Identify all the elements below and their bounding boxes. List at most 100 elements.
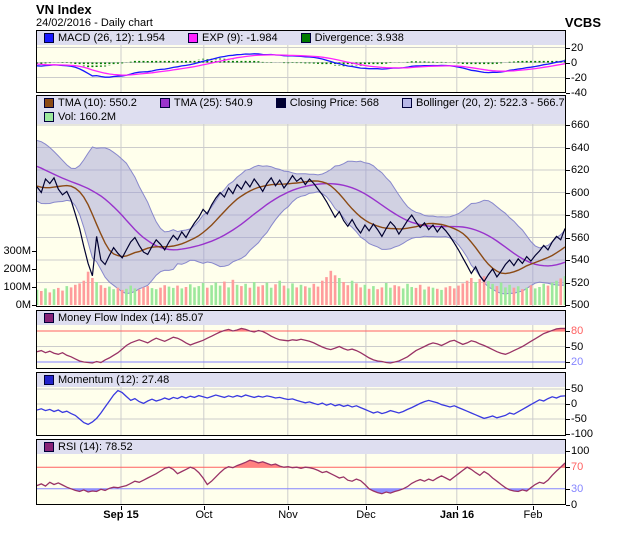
volume-bar	[427, 286, 430, 305]
volume-bar	[235, 284, 239, 305]
legend-swatch	[188, 33, 198, 43]
volume-bar	[521, 289, 524, 305]
axis-tick	[533, 506, 534, 510]
mfi-panel: Money Flow Index (14): 85.07	[36, 310, 566, 369]
x-axis-label: Dec	[356, 509, 376, 521]
volume-bar	[86, 271, 90, 305]
momentum-panel: Momentum (12): 27.48	[36, 372, 566, 436]
volume-bar	[538, 287, 541, 305]
axis-tick	[288, 506, 289, 510]
legend-swatch	[300, 33, 311, 43]
volume-bar	[487, 281, 490, 305]
volume-bar	[516, 286, 520, 305]
legend-swatch	[44, 442, 54, 452]
volume-bar	[125, 288, 128, 305]
axis-tick	[566, 505, 570, 506]
y-axis-label: 540	[571, 254, 590, 266]
volume-bar	[95, 282, 98, 305]
axis-tick	[366, 506, 367, 510]
volume-bar	[499, 282, 503, 305]
y-axis-label: -50	[571, 413, 587, 425]
legend-label: EXP (9): -1.984	[202, 32, 278, 44]
axis-tick	[32, 251, 36, 252]
y-axis-label: 20	[571, 42, 584, 54]
y-axis-label: 660	[571, 119, 590, 131]
axis-tick	[32, 287, 36, 288]
legend-item: Money Flow Index (14): 85.07	[44, 312, 204, 324]
y-axis-label: -20	[571, 72, 587, 84]
volume-bar	[495, 286, 499, 305]
volume-bar	[154, 289, 158, 305]
legend-swatch	[44, 33, 54, 43]
y-axis-label: 580	[571, 209, 590, 221]
volume-bar	[346, 285, 350, 305]
y-axis-label: 500	[571, 299, 590, 311]
volume-bar	[508, 284, 511, 305]
volume-bar	[431, 287, 435, 305]
volume-bar	[142, 287, 145, 305]
volume-bar	[231, 279, 235, 305]
volume-axis-label: 100M	[3, 281, 31, 293]
volume-bar	[406, 283, 409, 305]
volume-bar	[40, 291, 43, 305]
legend-swatch	[402, 98, 413, 108]
y-axis-label: 560	[571, 232, 590, 244]
volume-bar	[112, 289, 115, 305]
axis-tick	[32, 305, 36, 306]
volume-bar	[146, 286, 149, 305]
volume-bar	[372, 286, 375, 305]
volume-bar	[342, 282, 345, 305]
y-axis-label: 30	[571, 483, 584, 495]
volume-bar	[325, 277, 328, 305]
volume-bar	[350, 280, 354, 305]
legend-item: Vol: 160.2M	[44, 111, 116, 123]
volume-bar	[453, 288, 456, 305]
volume-bar	[180, 288, 184, 305]
macd-legend-row: MACD (26, 12): 1.954 EXP (9): -1.984 Diver…	[37, 31, 565, 45]
axis-tick	[566, 125, 570, 126]
axis-tick	[566, 193, 570, 194]
volume-bar	[355, 283, 358, 305]
volume-bar	[163, 285, 166, 305]
legend-item: TMA (10): 550.2	[44, 97, 137, 109]
axis-tick	[566, 362, 570, 363]
y-axis-label: 0	[571, 499, 578, 511]
volume-bar	[116, 287, 120, 305]
y-axis-label: 0	[571, 398, 578, 410]
volume-bar	[440, 289, 443, 305]
legend-item: Closing Price: 568	[275, 97, 380, 109]
legend-swatch	[275, 98, 286, 108]
volume-axis-label: 200M	[3, 263, 31, 275]
legend-label: Momentum (12): 27.48	[58, 374, 170, 386]
volume-bar	[389, 287, 392, 305]
axis-tick	[566, 404, 570, 405]
legend-item: Divergence: 3.938	[300, 32, 404, 44]
volume-bar	[525, 287, 528, 305]
y-axis-label: 70	[571, 461, 584, 473]
brand-logo: VCBS	[564, 15, 601, 30]
volume-bar	[436, 288, 439, 305]
volume-bar	[218, 285, 222, 305]
axis-tick	[566, 467, 570, 468]
axis-tick	[566, 331, 570, 332]
volume-bar	[474, 282, 477, 305]
volume-bar	[137, 289, 141, 305]
volume-bar	[69, 287, 73, 305]
volume-bar	[129, 285, 132, 305]
volume-bar	[291, 283, 294, 305]
volume-bar	[172, 287, 175, 305]
axis-tick	[566, 260, 570, 261]
x-axis-label: Oct	[195, 509, 213, 521]
volume-bar	[478, 278, 482, 305]
price-plot	[37, 124, 565, 306]
volume-bar	[167, 286, 171, 305]
mfi-plot	[37, 325, 565, 368]
axis-tick	[566, 93, 570, 94]
rsi-legend-row: RSI (14): 78.52	[37, 440, 565, 454]
axis-tick	[566, 489, 570, 490]
legend-label: Closing Price: 568	[289, 97, 380, 109]
volume-bar	[401, 288, 405, 305]
macd-plot	[37, 45, 565, 92]
legend-swatch	[159, 98, 170, 108]
